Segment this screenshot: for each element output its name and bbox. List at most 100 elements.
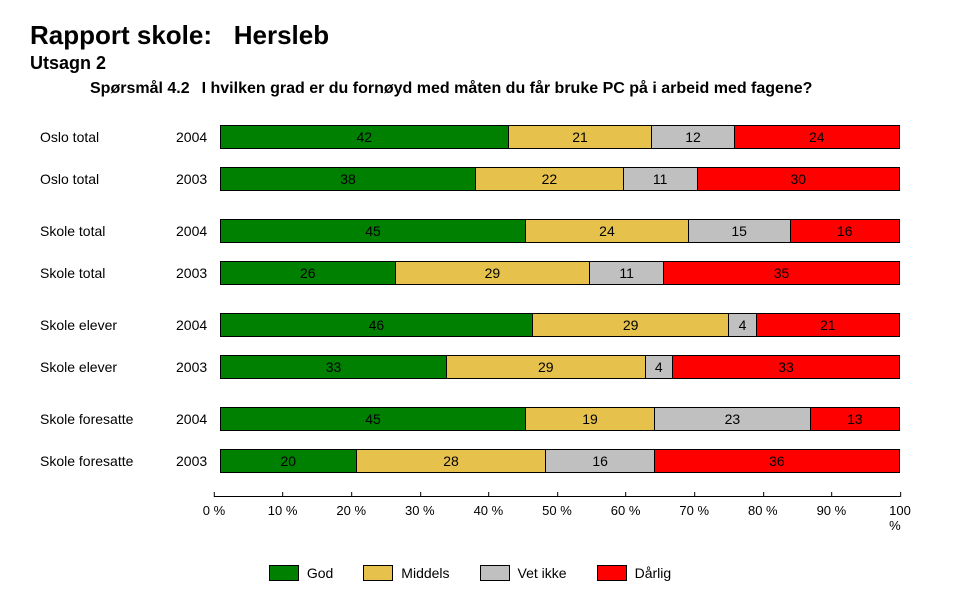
- x-tick: 40 %: [474, 497, 504, 518]
- x-tick: 20 %: [336, 497, 366, 518]
- bar-segment: 46: [221, 314, 533, 336]
- x-tick: 10 %: [268, 497, 298, 518]
- bar-segment: 24: [526, 220, 689, 242]
- row-year: 2003: [176, 359, 220, 375]
- bar-segment: 29: [447, 356, 646, 378]
- x-tick: 70 %: [679, 497, 709, 518]
- bar-segment: 33: [221, 356, 447, 378]
- chart-row: Skole foresatte200445192313: [40, 402, 900, 436]
- bar: 38221130: [220, 167, 900, 191]
- bar-segment: 19: [526, 408, 655, 430]
- row-label: Skole elever: [40, 359, 176, 375]
- bar-segment: 38: [221, 168, 476, 190]
- report-subtitle: Utsagn 2: [30, 53, 930, 74]
- bar-segment: 42: [221, 126, 509, 148]
- row-year: 2003: [176, 265, 220, 281]
- chart-row: Skole total200326291135: [40, 256, 900, 290]
- bar: 42211224: [220, 125, 900, 149]
- bar-segment: 4: [729, 314, 756, 336]
- bar-segment: 45: [221, 220, 526, 242]
- bar-segment: 45: [221, 408, 526, 430]
- legend-item: Vet ikke: [480, 565, 567, 581]
- x-tick: 50 %: [542, 497, 572, 518]
- bar-segment: 20: [221, 450, 357, 472]
- x-tick-label: 100 %: [889, 497, 911, 533]
- legend-swatch: [480, 565, 510, 581]
- bar-segment: 16: [791, 220, 899, 242]
- x-tick-label: 10 %: [268, 497, 298, 518]
- x-tick-label: 80 %: [748, 497, 778, 518]
- row-year: 2004: [176, 411, 220, 427]
- question-text: I hvilken grad er du fornøyd med måten d…: [202, 80, 813, 98]
- bar: 45241516: [220, 219, 900, 243]
- legend: God Middels Vet ikke Dårlig: [40, 565, 900, 581]
- x-tick-label: 0 %: [203, 497, 225, 518]
- x-tick: 60 %: [611, 497, 641, 518]
- row-year: 2004: [176, 129, 220, 145]
- legend-swatch: [363, 565, 393, 581]
- bar-segment: 29: [533, 314, 730, 336]
- chart-group: Oslo total200442211224Oslo total20033822…: [40, 120, 900, 196]
- x-tick-label: 30 %: [405, 497, 435, 518]
- chart: Oslo total200442211224Oslo total20033822…: [40, 120, 900, 581]
- chart-group: Skole total200445241516Skole total200326…: [40, 214, 900, 290]
- bar-segment: 11: [590, 262, 664, 284]
- bar-segment: 13: [811, 408, 899, 430]
- legend-label: Dårlig: [635, 565, 672, 581]
- legend-label: Middels: [401, 565, 449, 581]
- bar: 45192313: [220, 407, 900, 431]
- bar-segment: 21: [509, 126, 653, 148]
- chart-row: Skole total200445241516: [40, 214, 900, 248]
- title-prefix: Rapport skole:: [30, 20, 212, 50]
- bar: 4629421: [220, 313, 900, 337]
- chart-row: Skole elever20044629421: [40, 308, 900, 342]
- x-tick-label: 20 %: [336, 497, 366, 518]
- row-label: Oslo total: [40, 129, 176, 145]
- legend-label: God: [307, 565, 333, 581]
- bar-segment: 33: [673, 356, 899, 378]
- legend-swatch: [269, 565, 299, 581]
- chart-group: Skole foresatte200445192313Skole foresat…: [40, 402, 900, 478]
- bar-segment: 29: [396, 262, 591, 284]
- x-tick: 0 %: [203, 497, 225, 518]
- bar-segment: 4: [646, 356, 673, 378]
- x-tick: 30 %: [405, 497, 435, 518]
- bar-segment: 11: [624, 168, 698, 190]
- x-tick: 100 %: [889, 497, 911, 533]
- row-label: Skole elever: [40, 317, 176, 333]
- bar-segment: 35: [664, 262, 899, 284]
- row-label: Skole total: [40, 223, 176, 239]
- row-year: 2004: [176, 317, 220, 333]
- bar-segment: 28: [357, 450, 547, 472]
- bar-segment: 24: [735, 126, 899, 148]
- question-row: Spørsmål 4.2 I hvilken grad er du fornøy…: [30, 80, 930, 98]
- legend-label: Vet ikke: [518, 565, 567, 581]
- bar-segment: 16: [546, 450, 654, 472]
- bar-segment: 36: [655, 450, 899, 472]
- bar-segment: 23: [655, 408, 811, 430]
- legend-item: Middels: [363, 565, 449, 581]
- x-axis: 0 %10 %20 %30 %40 %50 %60 %70 %80 %90 %1…: [214, 496, 900, 525]
- chart-group: Skole elever20044629421Skole elever20033…: [40, 308, 900, 384]
- x-tick-label: 70 %: [679, 497, 709, 518]
- row-label: Oslo total: [40, 171, 176, 187]
- bar-segment: 30: [698, 168, 899, 190]
- row-year: 2004: [176, 223, 220, 239]
- legend-item: God: [269, 565, 333, 581]
- bar-segment: 26: [221, 262, 396, 284]
- row-year: 2003: [176, 453, 220, 469]
- title-school: Hersleb: [234, 20, 329, 50]
- chart-rows: Oslo total200442211224Oslo total20033822…: [40, 120, 900, 478]
- x-tick-label: 60 %: [611, 497, 641, 518]
- row-year: 2003: [176, 171, 220, 187]
- bar-segment: 22: [476, 168, 624, 190]
- row-label: Skole total: [40, 265, 176, 281]
- question-number: Spørsmål 4.2: [90, 80, 190, 98]
- row-label: Skole foresatte: [40, 453, 176, 469]
- legend-swatch: [597, 565, 627, 581]
- x-tick-label: 50 %: [542, 497, 572, 518]
- bar-segment: 12: [652, 126, 734, 148]
- row-label: Skole foresatte: [40, 411, 176, 427]
- chart-row: Skole foresatte200320281636: [40, 444, 900, 478]
- bar: 3329433: [220, 355, 900, 379]
